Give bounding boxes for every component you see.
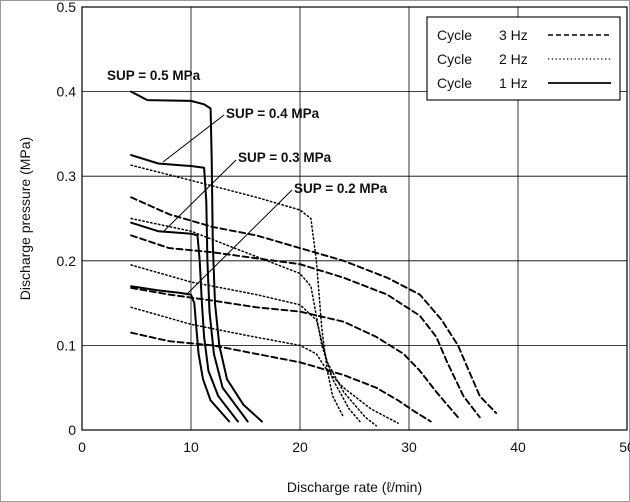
series-line-1hz-sup-0-2 xyxy=(130,285,231,423)
y-tick-label: 0.5 xyxy=(57,0,77,15)
legend-label-3hz-cycle: Cycle xyxy=(437,27,472,43)
series-line-2hz-sup-0-5 xyxy=(130,164,345,419)
annotation-sup-0-5: SUP = 0.5 MPa xyxy=(107,68,201,83)
y-tick-label: 0.3 xyxy=(57,168,77,184)
series-line-3hz-sup-0-4 xyxy=(130,234,481,419)
series-line-2hz-sup-0-2 xyxy=(130,306,399,424)
legend-label-1hz-cycle: Cycle xyxy=(437,75,472,91)
series-line-1hz-sup-0-4 xyxy=(130,154,249,423)
legend-box xyxy=(426,16,621,101)
legend-label-2hz-freq: 2 Hz xyxy=(499,51,528,67)
gridlines xyxy=(82,7,627,430)
y-axis-title: Discharge pressure (MPa) xyxy=(17,137,33,300)
y-tick-labels: 0 0.1 0.2 0.3 0.4 0.5 xyxy=(57,0,77,438)
series-line-1hz-sup-0-3 xyxy=(130,221,239,423)
x-tick-label: 0 xyxy=(78,439,86,455)
x-axis-title: Discharge rate (ℓ/min) xyxy=(287,479,422,495)
x-tick-labels: 0 10 20 30 40 50 xyxy=(78,439,630,455)
series-line-3hz-sup-0-5 xyxy=(130,196,498,415)
y-tick-label: 0.1 xyxy=(57,337,77,353)
annotations: SUP = 0.5 MPa SUP = 0.4 MPa SUP = 0.3 MP… xyxy=(107,68,388,296)
legend-label-1hz-freq: 1 Hz xyxy=(499,75,528,91)
y-tick-label: 0.2 xyxy=(57,253,77,269)
series-line-2hz-sup-0-3 xyxy=(130,264,378,427)
legend: Cycle 3 Hz Cycle 2 Hz Cycle 1 Hz xyxy=(426,16,621,101)
y-tick-label: 0 xyxy=(68,422,76,438)
series-line-1hz-sup-0-5 xyxy=(130,90,263,423)
annotation-leader xyxy=(162,159,237,233)
legend-label-3hz-freq: 3 Hz xyxy=(499,27,528,43)
x-tick-label: 10 xyxy=(183,439,199,455)
series-line-2hz-sup-0-4 xyxy=(130,217,361,423)
x-tick-label: 30 xyxy=(401,439,417,455)
series-line-3hz-sup-0-3 xyxy=(130,286,459,419)
x-tick-label: 20 xyxy=(292,439,308,455)
annotation-leader xyxy=(162,114,225,163)
plot-area xyxy=(81,6,628,431)
annotation-sup-0-3: SUP = 0.3 MPa xyxy=(238,150,332,165)
x-tick-label: 40 xyxy=(510,439,526,455)
annotation-sup-0-2: SUP = 0.2 MPa xyxy=(294,181,388,196)
x-tick-label: 50 xyxy=(619,439,630,455)
series-line-3hz-sup-0-2 xyxy=(130,331,432,423)
series-layer xyxy=(130,90,498,427)
y-tick-label: 0.4 xyxy=(57,84,77,100)
legend-label-2hz-cycle: Cycle xyxy=(437,51,472,67)
annotation-sup-0-4: SUP = 0.4 MPa xyxy=(226,106,320,121)
annotation-leader xyxy=(185,189,293,296)
